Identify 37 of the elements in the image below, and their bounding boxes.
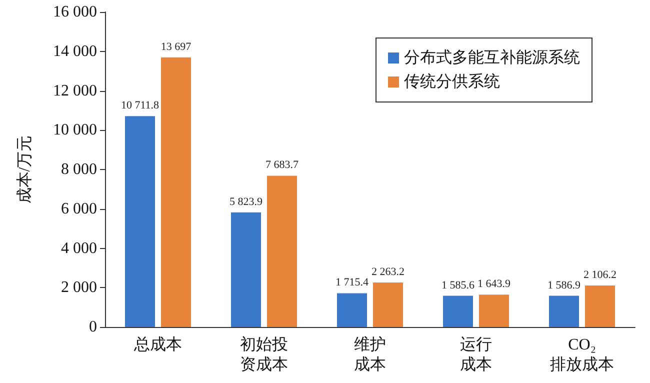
legend-label: 分布式多能互补能源系统 bbox=[404, 48, 580, 66]
bar bbox=[549, 296, 579, 327]
y-tick-label: 12 000 bbox=[53, 82, 97, 100]
x-tick-label: 维护成本 bbox=[354, 336, 386, 374]
data-label: 2 263.2 bbox=[372, 266, 404, 278]
data-label: 10 711.8 bbox=[120, 100, 160, 112]
x-tick-label: CO₂ 排放成本 bbox=[550, 336, 614, 374]
data-label: 1 585.6 bbox=[442, 279, 475, 292]
data-label: 5 823.9 bbox=[230, 196, 263, 208]
bar bbox=[161, 57, 191, 327]
data-label: 2 106.2 bbox=[584, 269, 616, 282]
y-tick-label: 6 000 bbox=[61, 200, 97, 218]
x-tick-label: 初始投资成本 bbox=[240, 336, 288, 374]
bar bbox=[337, 293, 367, 327]
bar bbox=[231, 212, 261, 327]
y-tick-label: 14 000 bbox=[53, 42, 97, 60]
data-label: 13 697 bbox=[160, 40, 192, 53]
bar bbox=[125, 116, 155, 327]
x-tick-label: 运行成本 bbox=[460, 336, 492, 374]
y-tick-label: 8 000 bbox=[61, 161, 97, 178]
bar bbox=[479, 294, 509, 327]
y-tick-label: 10 000 bbox=[53, 122, 97, 139]
data-label: 1 715.4 bbox=[336, 276, 369, 289]
x-tick-label: 总成本 bbox=[133, 336, 182, 354]
bar bbox=[443, 296, 473, 327]
y-tick-label: 2 000 bbox=[61, 279, 97, 296]
y-tick-label: 0 bbox=[89, 318, 97, 336]
y-tick-label: 4 000 bbox=[61, 240, 97, 257]
y-tick-label: 16 000 bbox=[53, 4, 97, 20]
bar bbox=[373, 282, 403, 327]
y-axis-title: 成本/万元 bbox=[16, 135, 34, 204]
data-label: 1 586.9 bbox=[548, 279, 581, 292]
data-label: 1 643.9 bbox=[478, 278, 511, 290]
bar bbox=[585, 286, 615, 327]
bar bbox=[267, 176, 297, 327]
data-label: 7 683.7 bbox=[266, 159, 299, 172]
legend-label: 传统分供系统 bbox=[404, 72, 500, 90]
